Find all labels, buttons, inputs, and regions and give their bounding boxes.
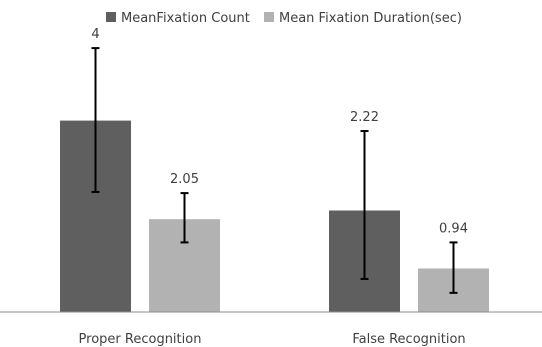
category-label-1: False Recognition <box>352 332 465 347</box>
error-bars-group <box>91 47 458 294</box>
data-label-1-1: 0.94 <box>439 221 468 236</box>
legend-label-1: Mean Fixation Duration(sec) <box>279 11 462 26</box>
legend-swatch-1 <box>264 12 274 22</box>
data-labels-group: 4 2.05 2.22 0.94 <box>91 27 468 236</box>
data-label-1-0: 2.22 <box>350 110 379 125</box>
legend-swatch-0 <box>106 12 116 22</box>
legend: MeanFixation Count Mean Fixation Duration… <box>106 11 462 26</box>
data-label-0-1: 2.05 <box>170 172 199 187</box>
bars-group <box>60 120 489 312</box>
data-label-0-0: 4 <box>91 27 99 42</box>
category-labels-group: Proper Recognition False Recognition <box>79 332 466 347</box>
legend-label-0: MeanFixation Count <box>121 11 250 26</box>
category-label-0: Proper Recognition <box>79 332 202 347</box>
